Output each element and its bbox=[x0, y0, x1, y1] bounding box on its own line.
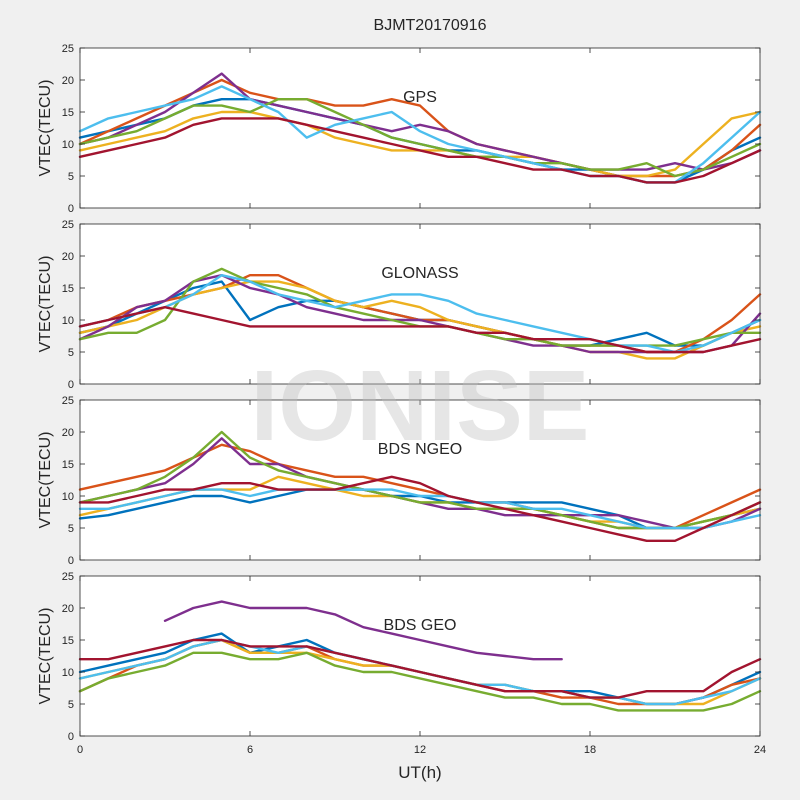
figure-title: BJMT20170916 bbox=[374, 17, 487, 34]
x-tick-label: 0 bbox=[77, 744, 83, 756]
plot-area-4 bbox=[80, 576, 760, 736]
panel-1: 0 5 10 15 20 25 VTEC(TECU) GPS bbox=[37, 43, 762, 215]
y-tick-label: 15 bbox=[62, 459, 74, 471]
y-axis-label-1: VTEC(TECU) bbox=[37, 80, 54, 177]
y-tick-label: 15 bbox=[62, 635, 74, 647]
x-tick-label: 12 bbox=[414, 744, 426, 756]
y-tick-label: 20 bbox=[62, 251, 74, 263]
y-tick-label: 5 bbox=[68, 171, 74, 183]
y-tick-label: 25 bbox=[62, 43, 74, 55]
x-axis-label: UT(h) bbox=[398, 763, 441, 782]
panels-container: 0 5 10 15 20 25 VTEC(TECU) GPS 0 5 10 15 20 25 VTEC(TE… bbox=[37, 43, 766, 756]
y-tick-label: 0 bbox=[68, 203, 74, 215]
y-tick-label: 5 bbox=[68, 699, 74, 711]
y-tick-label: 25 bbox=[62, 395, 74, 407]
y-axis-label-4: VTEC(TECU) bbox=[37, 608, 54, 705]
plot-area-3 bbox=[80, 400, 760, 560]
y-tick-label: 10 bbox=[62, 491, 74, 503]
y-tick-label: 5 bbox=[68, 523, 74, 535]
series-line-2-6 bbox=[78, 274, 762, 354]
series-line-1-5 bbox=[78, 98, 762, 178]
series-line-4-4 bbox=[163, 600, 563, 661]
panel-label-2: GLONASS bbox=[381, 265, 458, 282]
y-tick-label: 20 bbox=[62, 427, 74, 439]
series-line-4-7 bbox=[78, 638, 762, 699]
y-tick-label: 15 bbox=[62, 107, 74, 119]
panel-4: 0 5 10 15 20 25 0 6 12 18 24 VTEC(TECU) BDS GEO bbox=[37, 571, 766, 756]
x-tick-label: 24 bbox=[754, 744, 766, 756]
y-tick-label: 20 bbox=[62, 603, 74, 615]
y-tick-label: 0 bbox=[68, 555, 74, 567]
y-tick-label: 15 bbox=[62, 283, 74, 295]
y-tick-label: 0 bbox=[68, 379, 74, 391]
series-line-3-7 bbox=[78, 475, 762, 542]
y-tick-label: 25 bbox=[62, 219, 74, 231]
y-tick-label: 10 bbox=[62, 315, 74, 327]
y-tick-label: 5 bbox=[68, 347, 74, 359]
panel-2: 0 5 10 15 20 25 VTEC(TECU) GLONASS bbox=[37, 219, 762, 391]
y-axis-label-2: VTEC(TECU) bbox=[37, 256, 54, 353]
y-tick-label: 10 bbox=[62, 667, 74, 679]
panel-3: 0 5 10 15 20 25 VTEC(TECU) BDS NGEO bbox=[37, 395, 762, 567]
x-tick-label: 6 bbox=[247, 744, 253, 756]
panel-label-1: GPS bbox=[403, 89, 437, 106]
series-line-1-7 bbox=[78, 117, 762, 184]
y-tick-label: 20 bbox=[62, 75, 74, 87]
watermark: IONISE bbox=[251, 350, 590, 462]
y-tick-label: 10 bbox=[62, 139, 74, 151]
series-line-1-4 bbox=[78, 72, 762, 171]
plot-area-1 bbox=[80, 48, 760, 208]
series-line-4-5 bbox=[78, 651, 762, 712]
y-tick-label: 25 bbox=[62, 571, 74, 583]
x-tick-label: 18 bbox=[584, 744, 596, 756]
panel-label-3: BDS NGEO bbox=[378, 441, 462, 458]
y-axis-label-3: VTEC(TECU) bbox=[37, 432, 54, 529]
y-tick-label: 0 bbox=[68, 731, 74, 743]
series-line-2-7 bbox=[78, 306, 762, 354]
panel-label-4: BDS GEO bbox=[384, 617, 457, 634]
